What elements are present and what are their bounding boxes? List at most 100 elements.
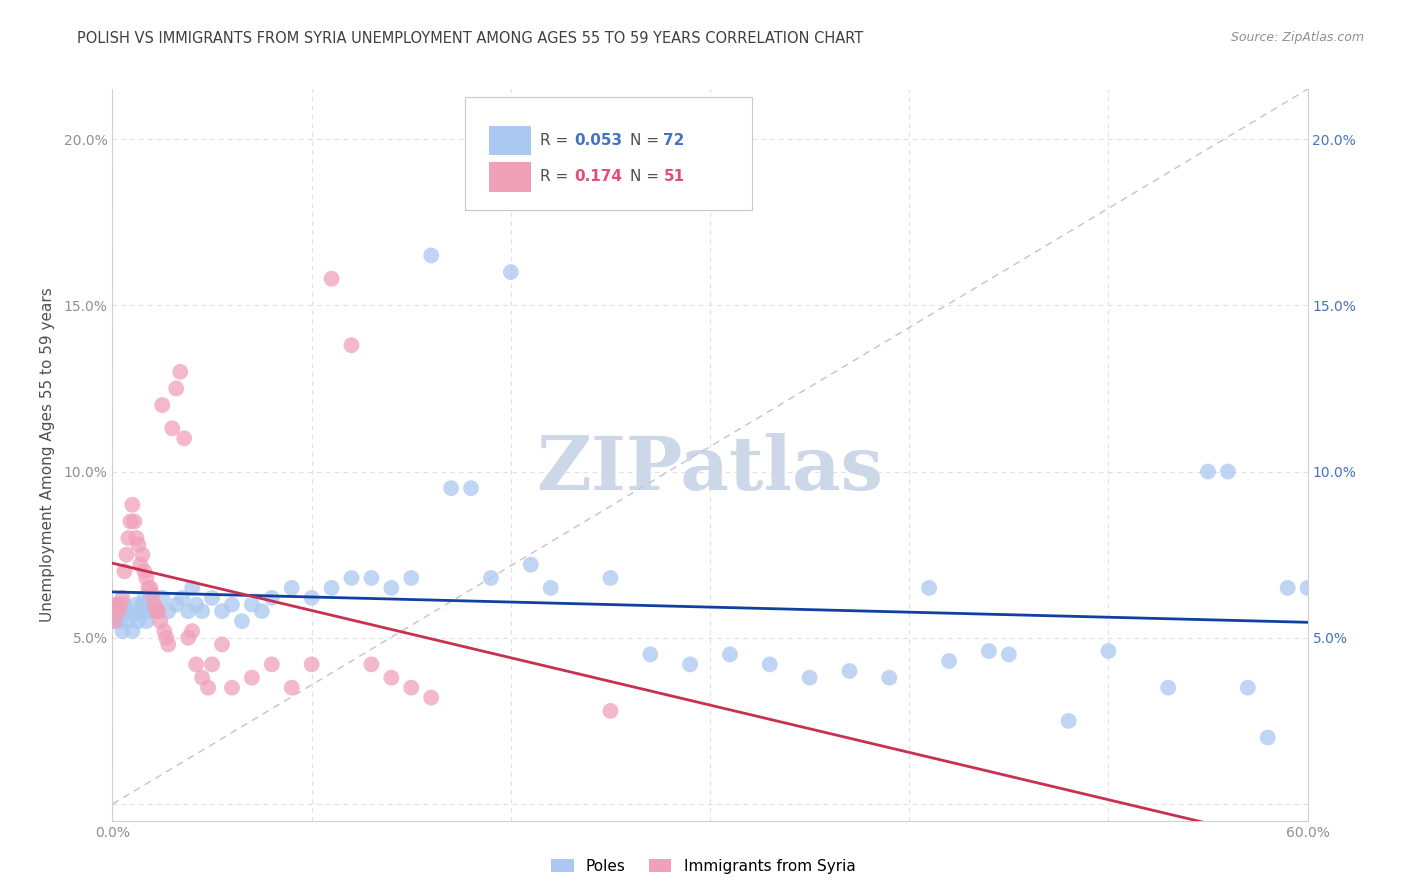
- Point: [138, 604, 160, 618]
- Point: [191, 604, 214, 618]
- Legend: Poles, Immigrants from Syria: Poles, Immigrants from Syria: [544, 853, 862, 880]
- Point: [360, 657, 382, 672]
- Point: [110, 598, 132, 612]
- Point: [105, 604, 128, 618]
- Point: [420, 248, 443, 262]
- Point: [181, 624, 204, 639]
- Point: [148, 604, 170, 618]
- Point: [1057, 714, 1080, 728]
- Text: N =: N =: [630, 169, 664, 185]
- Point: [340, 571, 363, 585]
- Point: [640, 648, 662, 662]
- Point: [141, 588, 163, 602]
- Point: [115, 548, 138, 562]
- Point: [111, 591, 134, 605]
- Point: [420, 690, 443, 705]
- Point: [360, 571, 382, 585]
- Point: [918, 581, 941, 595]
- Point: [401, 571, 423, 585]
- Point: [679, 657, 702, 672]
- Point: [107, 604, 129, 618]
- Point: [211, 637, 233, 651]
- Point: [1296, 581, 1319, 595]
- Point: [114, 598, 135, 612]
- Point: [380, 581, 402, 595]
- Point: [240, 598, 263, 612]
- Point: [499, 265, 522, 279]
- Point: [172, 591, 194, 605]
- Point: [838, 664, 860, 678]
- Point: [301, 657, 323, 672]
- Point: [281, 581, 304, 595]
- Point: [107, 598, 129, 612]
- Point: [145, 604, 167, 618]
- Point: [125, 598, 148, 612]
- Point: [250, 604, 273, 618]
- Point: [121, 498, 143, 512]
- Point: [321, 271, 343, 285]
- Point: [177, 604, 200, 618]
- Point: [143, 598, 166, 612]
- Point: [759, 657, 782, 672]
- Point: [149, 614, 172, 628]
- Point: [162, 421, 183, 435]
- Point: [201, 657, 224, 672]
- Point: [157, 604, 180, 618]
- Point: [938, 654, 960, 668]
- Point: [157, 637, 180, 651]
- Point: [127, 538, 149, 552]
- Point: [186, 598, 208, 612]
- Point: [260, 591, 283, 605]
- Point: [977, 644, 1000, 658]
- Point: [134, 564, 156, 578]
- Point: [301, 591, 323, 605]
- Point: [135, 614, 157, 628]
- Text: Source: ZipAtlas.com: Source: ZipAtlas.com: [1230, 31, 1364, 45]
- Point: [153, 624, 176, 639]
- Point: [117, 531, 139, 545]
- Point: [120, 515, 142, 529]
- Point: [124, 607, 146, 622]
- Text: R =: R =: [540, 169, 574, 185]
- Point: [155, 631, 177, 645]
- Point: [117, 614, 139, 628]
- Point: [165, 598, 187, 612]
- Point: [135, 571, 157, 585]
- Text: 72: 72: [664, 133, 685, 148]
- Point: [231, 614, 253, 628]
- Point: [139, 581, 162, 595]
- Point: [165, 381, 187, 395]
- Point: [1197, 465, 1219, 479]
- Point: [380, 671, 402, 685]
- Point: [321, 581, 343, 595]
- Point: [131, 598, 153, 612]
- Point: [1097, 644, 1119, 658]
- Point: [121, 624, 143, 639]
- Point: [718, 648, 741, 662]
- Point: [599, 571, 621, 585]
- Text: N =: N =: [630, 133, 664, 148]
- FancyBboxPatch shape: [489, 162, 531, 192]
- FancyBboxPatch shape: [465, 96, 752, 210]
- Point: [998, 648, 1021, 662]
- Point: [440, 481, 463, 495]
- Point: [110, 614, 132, 628]
- Point: [186, 657, 208, 672]
- Text: R =: R =: [540, 133, 574, 148]
- Point: [260, 657, 283, 672]
- Point: [191, 671, 214, 685]
- Point: [145, 604, 167, 618]
- Point: [240, 671, 263, 685]
- Point: [141, 598, 163, 612]
- Point: [150, 398, 173, 412]
- Point: [520, 558, 543, 572]
- Point: [281, 681, 304, 695]
- Y-axis label: Unemployment Among Ages 55 to 59 years: Unemployment Among Ages 55 to 59 years: [41, 287, 55, 623]
- Point: [599, 704, 621, 718]
- Point: [181, 581, 204, 595]
- Text: 0.174: 0.174: [574, 169, 621, 185]
- Point: [221, 681, 243, 695]
- Point: [177, 631, 200, 645]
- Point: [114, 564, 135, 578]
- FancyBboxPatch shape: [489, 126, 531, 155]
